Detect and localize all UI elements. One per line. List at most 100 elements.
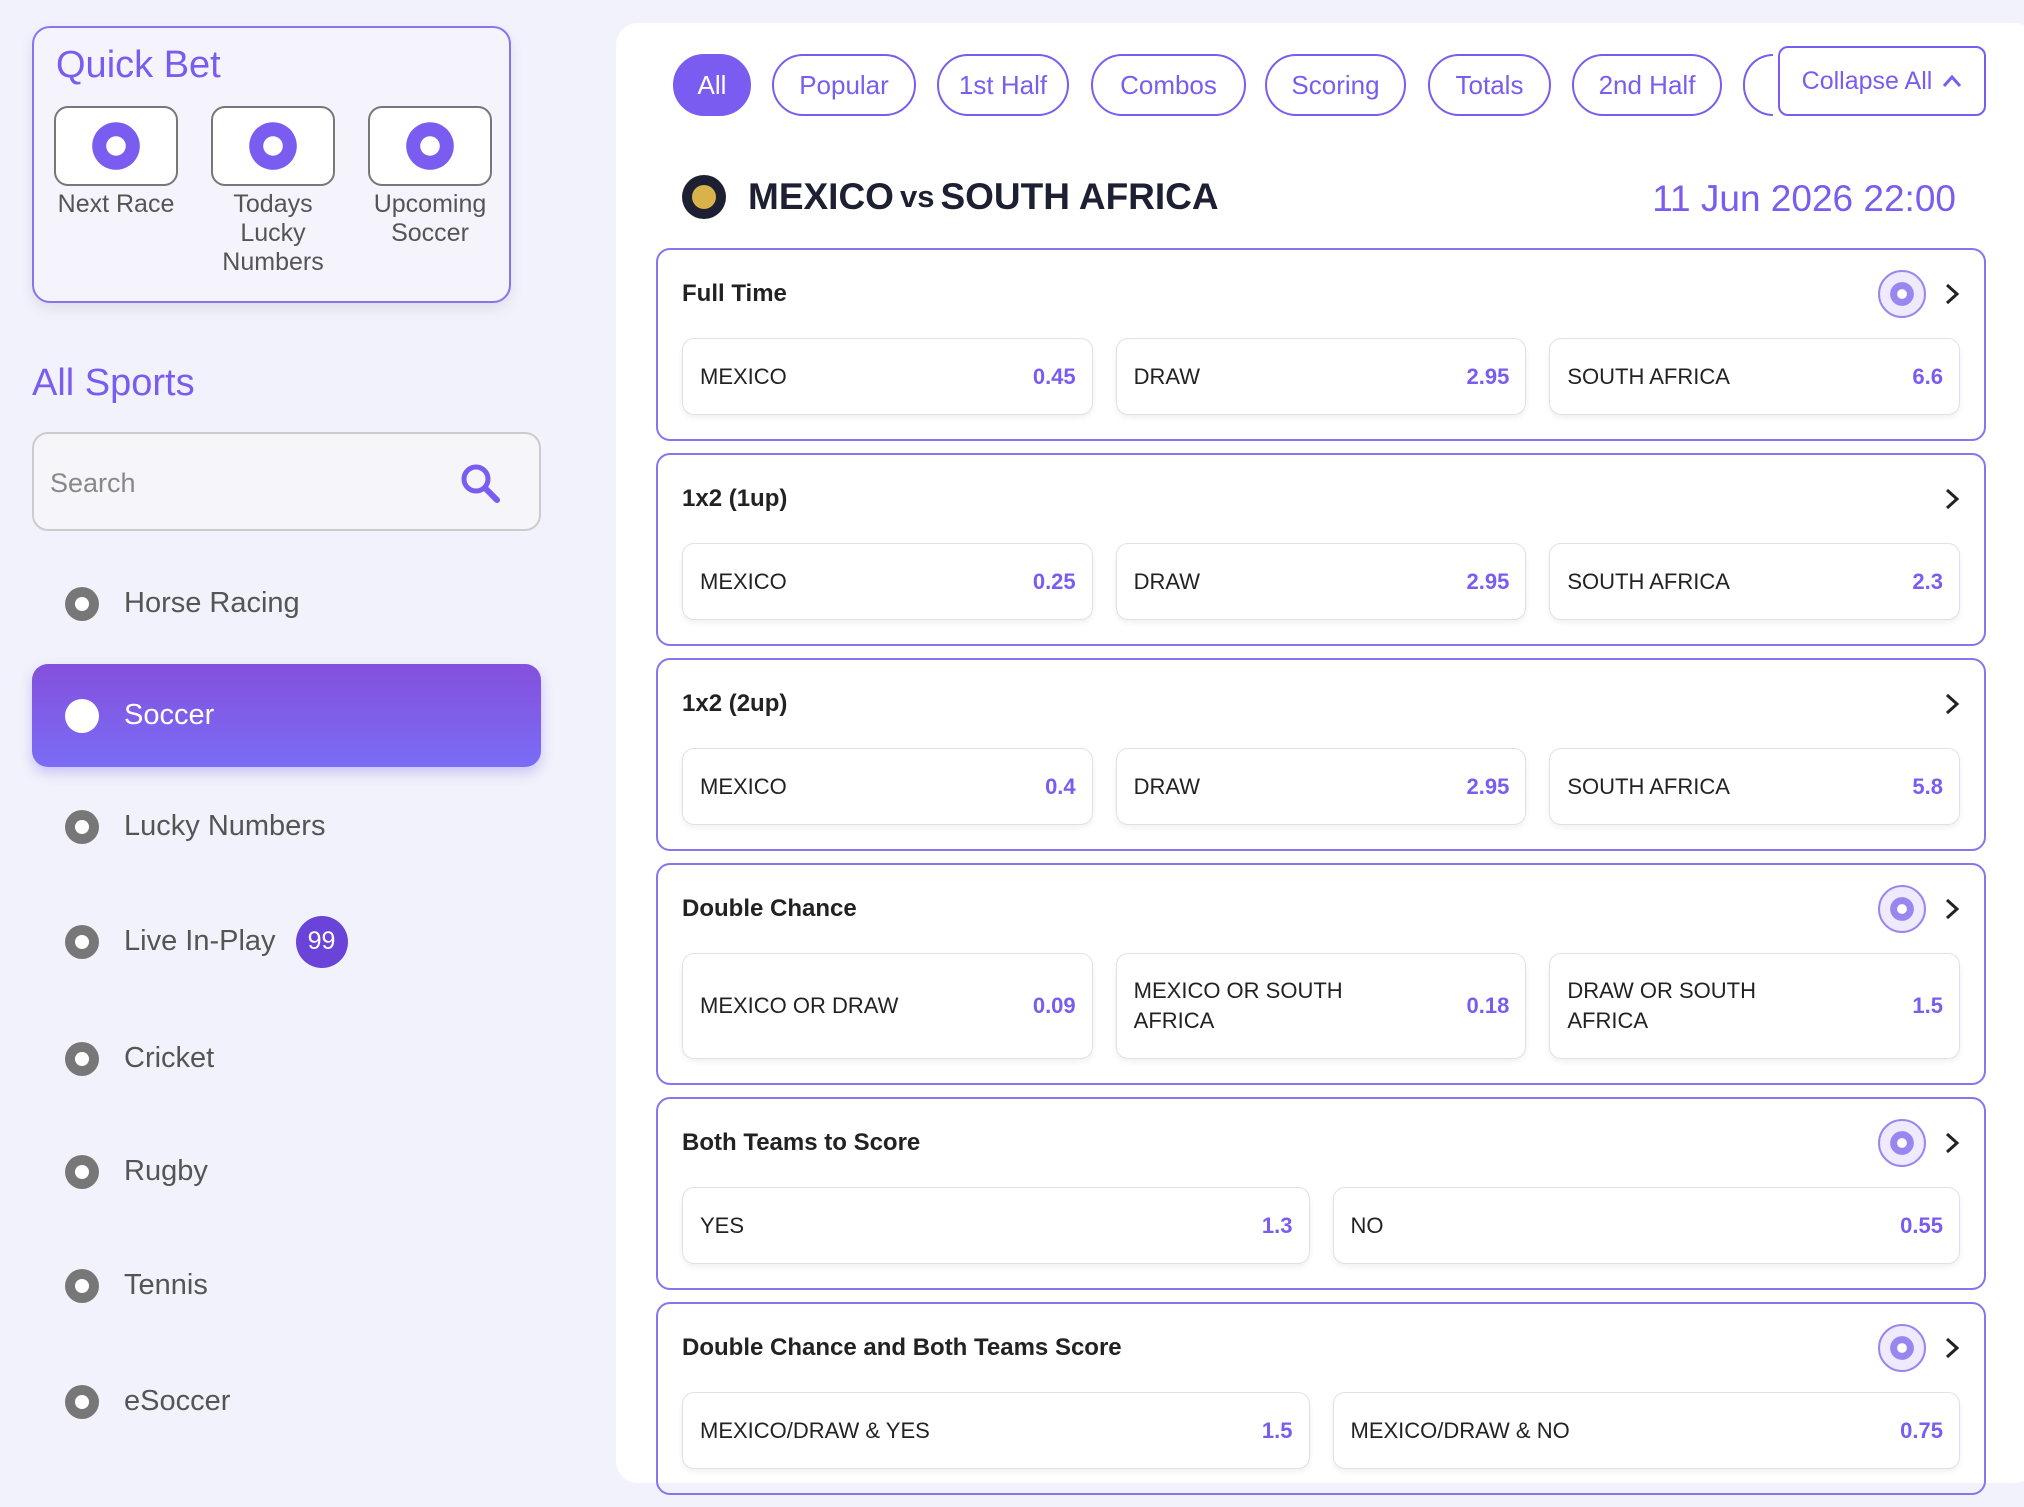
selection-odds: 1.5 xyxy=(1912,993,1943,1018)
selection-odds: 0.25 xyxy=(1032,568,1076,594)
boost-icon[interactable] xyxy=(1878,270,1926,318)
market-header: Double Chance xyxy=(682,865,1960,953)
selection-odds: 5.8 xyxy=(1912,773,1943,799)
selection[interactable]: DRAW 2.95 xyxy=(1115,338,1527,415)
sport-item[interactable]: Rugby xyxy=(32,1120,541,1223)
market-header: 1x2 (1up) xyxy=(682,455,1960,543)
chevron-right[interactable] xyxy=(1944,692,1960,716)
selection[interactable]: SOUTH AFRICA 2.3 xyxy=(1549,543,1960,620)
selection-odds: 0.4 xyxy=(1045,773,1076,799)
sport-item[interactable]: Tennis xyxy=(32,1234,541,1337)
search-placeholder: Search xyxy=(50,468,136,498)
selections: MEXICO 0.4 DRAW 2.95 SOUTH AFRICA 5.8 xyxy=(682,748,1960,825)
sport-name: Cricket xyxy=(124,1042,215,1074)
selection-odds: 0.18 xyxy=(1466,993,1510,1018)
chevron-right[interactable] xyxy=(1944,1131,1960,1155)
selection-name: DRAW xyxy=(1133,773,1201,799)
market-card: Both Teams to Score YES 1.3 NO 0.55 xyxy=(656,1097,1986,1290)
tab[interactable]: 1st Half xyxy=(937,54,1069,116)
selection[interactable]: NO 0.55 xyxy=(1332,1187,1960,1264)
market-title: Double Chance xyxy=(682,895,857,922)
selection[interactable]: YES 1.3 xyxy=(682,1187,1310,1264)
selection-name: DRAW xyxy=(1133,568,1201,594)
selection-name: MEXICO/DRAW & NO xyxy=(1350,1417,1570,1443)
sidebar-title: All Sports xyxy=(32,362,195,404)
icon xyxy=(65,586,99,621)
icon xyxy=(65,1154,99,1189)
chevron-up xyxy=(1943,74,1962,87)
market-title: 1x2 (2up) xyxy=(682,690,788,717)
selection-name: SOUTH AFRICA xyxy=(1567,773,1730,799)
selection-odds: 2.95 xyxy=(1466,773,1510,799)
tab[interactable]: Combos xyxy=(1091,54,1246,116)
icon xyxy=(65,809,99,844)
quick-bet-item[interactable]: Upcoming Soccer xyxy=(368,106,492,248)
sport-item[interactable]: Lucky Numbers xyxy=(32,775,541,878)
selection[interactable]: MEXICO/DRAW & YES 1.5 xyxy=(682,1392,1310,1469)
selection[interactable]: MEXICO 0.4 xyxy=(682,748,1093,825)
market-title: Double Chance and Both Teams Score xyxy=(682,1334,1122,1361)
selection-odds: 2.3 xyxy=(1912,568,1943,594)
quick-bet-title: Quick Bet xyxy=(56,44,221,86)
selection[interactable]: DRAW 2.95 xyxy=(1115,748,1527,825)
market-card: 1x2 (1up) MEXICO 0.25 DRAW 2.95 SOUTH AFRICA 2… xyxy=(656,453,1986,646)
tab[interactable]: 2nd Half xyxy=(1572,54,1722,116)
sport-item[interactable]: Soccer xyxy=(32,664,541,767)
tab[interactable]: Popular xyxy=(772,54,916,116)
boost-icon[interactable] xyxy=(1878,885,1926,933)
selection[interactable]: MEXICO 0.25 xyxy=(682,543,1093,620)
icon xyxy=(92,122,140,170)
selection[interactable]: MEXICO OR SOUTH AFRICA 0.18 xyxy=(1115,953,1527,1059)
icon xyxy=(1890,897,1914,921)
selection-odds: 0.75 xyxy=(1900,1417,1943,1443)
selection-name: DRAW xyxy=(1133,363,1201,389)
selection-name: MEXICO/DRAW & YES xyxy=(700,1417,930,1443)
tab[interactable]: Scoring xyxy=(1265,54,1406,116)
quick-bet-icon xyxy=(211,106,335,186)
selection-name: NO xyxy=(1350,1212,1384,1238)
sport-item[interactable]: Horse Racing xyxy=(32,552,541,655)
selection[interactable]: SOUTH AFRICA 6.6 xyxy=(1549,338,1960,415)
collapse-all[interactable]: Collapse All xyxy=(1778,46,1986,116)
icon xyxy=(65,1268,99,1303)
market-header: Double Chance and Both Teams Score xyxy=(682,1304,1960,1392)
icon xyxy=(406,122,454,170)
selection-name: MEXICO OR DRAW xyxy=(700,993,899,1018)
sport-name: Tennis xyxy=(124,1269,208,1301)
selection[interactable]: DRAW 2.95 xyxy=(1115,543,1527,620)
market-header: Both Teams to Score xyxy=(682,1099,1960,1187)
chevron-right[interactable] xyxy=(1944,1336,1960,1360)
chevron-right[interactable] xyxy=(1944,282,1960,306)
market-title: Full Time xyxy=(682,280,787,307)
chevron-right[interactable] xyxy=(1944,897,1960,921)
icon xyxy=(65,924,99,959)
selection[interactable]: MEXICO 0.45 xyxy=(682,338,1093,415)
tab[interactable]: All xyxy=(673,54,751,116)
selection-name: YES xyxy=(700,1212,745,1238)
boost-icon[interactable] xyxy=(1878,1119,1926,1167)
quick-bet-item[interactable]: Todays Lucky Numbers xyxy=(211,106,335,277)
selection[interactable]: DRAW OR SOUTH AFRICA 1.5 xyxy=(1549,953,1960,1059)
sport-name: Horse Racing xyxy=(124,587,300,619)
tab[interactable]: Totals xyxy=(1428,54,1551,116)
selections: MEXICO OR DRAW 0.09 MEXICO OR SOUTH AFRICA… xyxy=(682,953,1960,1059)
home-team: MEXICO xyxy=(748,176,894,217)
search-box[interactable]: Search xyxy=(32,432,541,531)
selection[interactable]: MEXICO OR DRAW 0.09 xyxy=(682,953,1093,1059)
away-team: SOUTH AFRICA xyxy=(940,176,1219,217)
market-card: 1x2 (2up) MEXICO 0.4 DRAW 2.95 SOUTH AFRICA 5.… xyxy=(656,658,1986,851)
sport-item[interactable]: eSoccer xyxy=(32,1350,541,1453)
chevron-right[interactable] xyxy=(1944,487,1960,511)
selection[interactable]: SOUTH AFRICA 5.8 xyxy=(1549,748,1960,825)
sidebar: Quick Bet Next Race Todays Lucky Numbers U… xyxy=(0,0,600,1468)
market-header: 1x2 (2up) xyxy=(682,660,1960,748)
selection-odds: 1.3 xyxy=(1261,1212,1293,1238)
boost-icon[interactable] xyxy=(1878,1324,1926,1372)
quick-bet-item[interactable]: Next Race xyxy=(54,106,178,219)
sport-item[interactable]: Live In-Play 99 xyxy=(32,890,541,993)
quick-bet-label: Todays Lucky Numbers xyxy=(222,190,324,276)
market-title: Both Teams to Score xyxy=(682,1129,921,1156)
selection[interactable]: MEXICO/DRAW & NO 0.75 xyxy=(1332,1392,1960,1469)
sport-item[interactable]: Cricket xyxy=(32,1007,541,1110)
